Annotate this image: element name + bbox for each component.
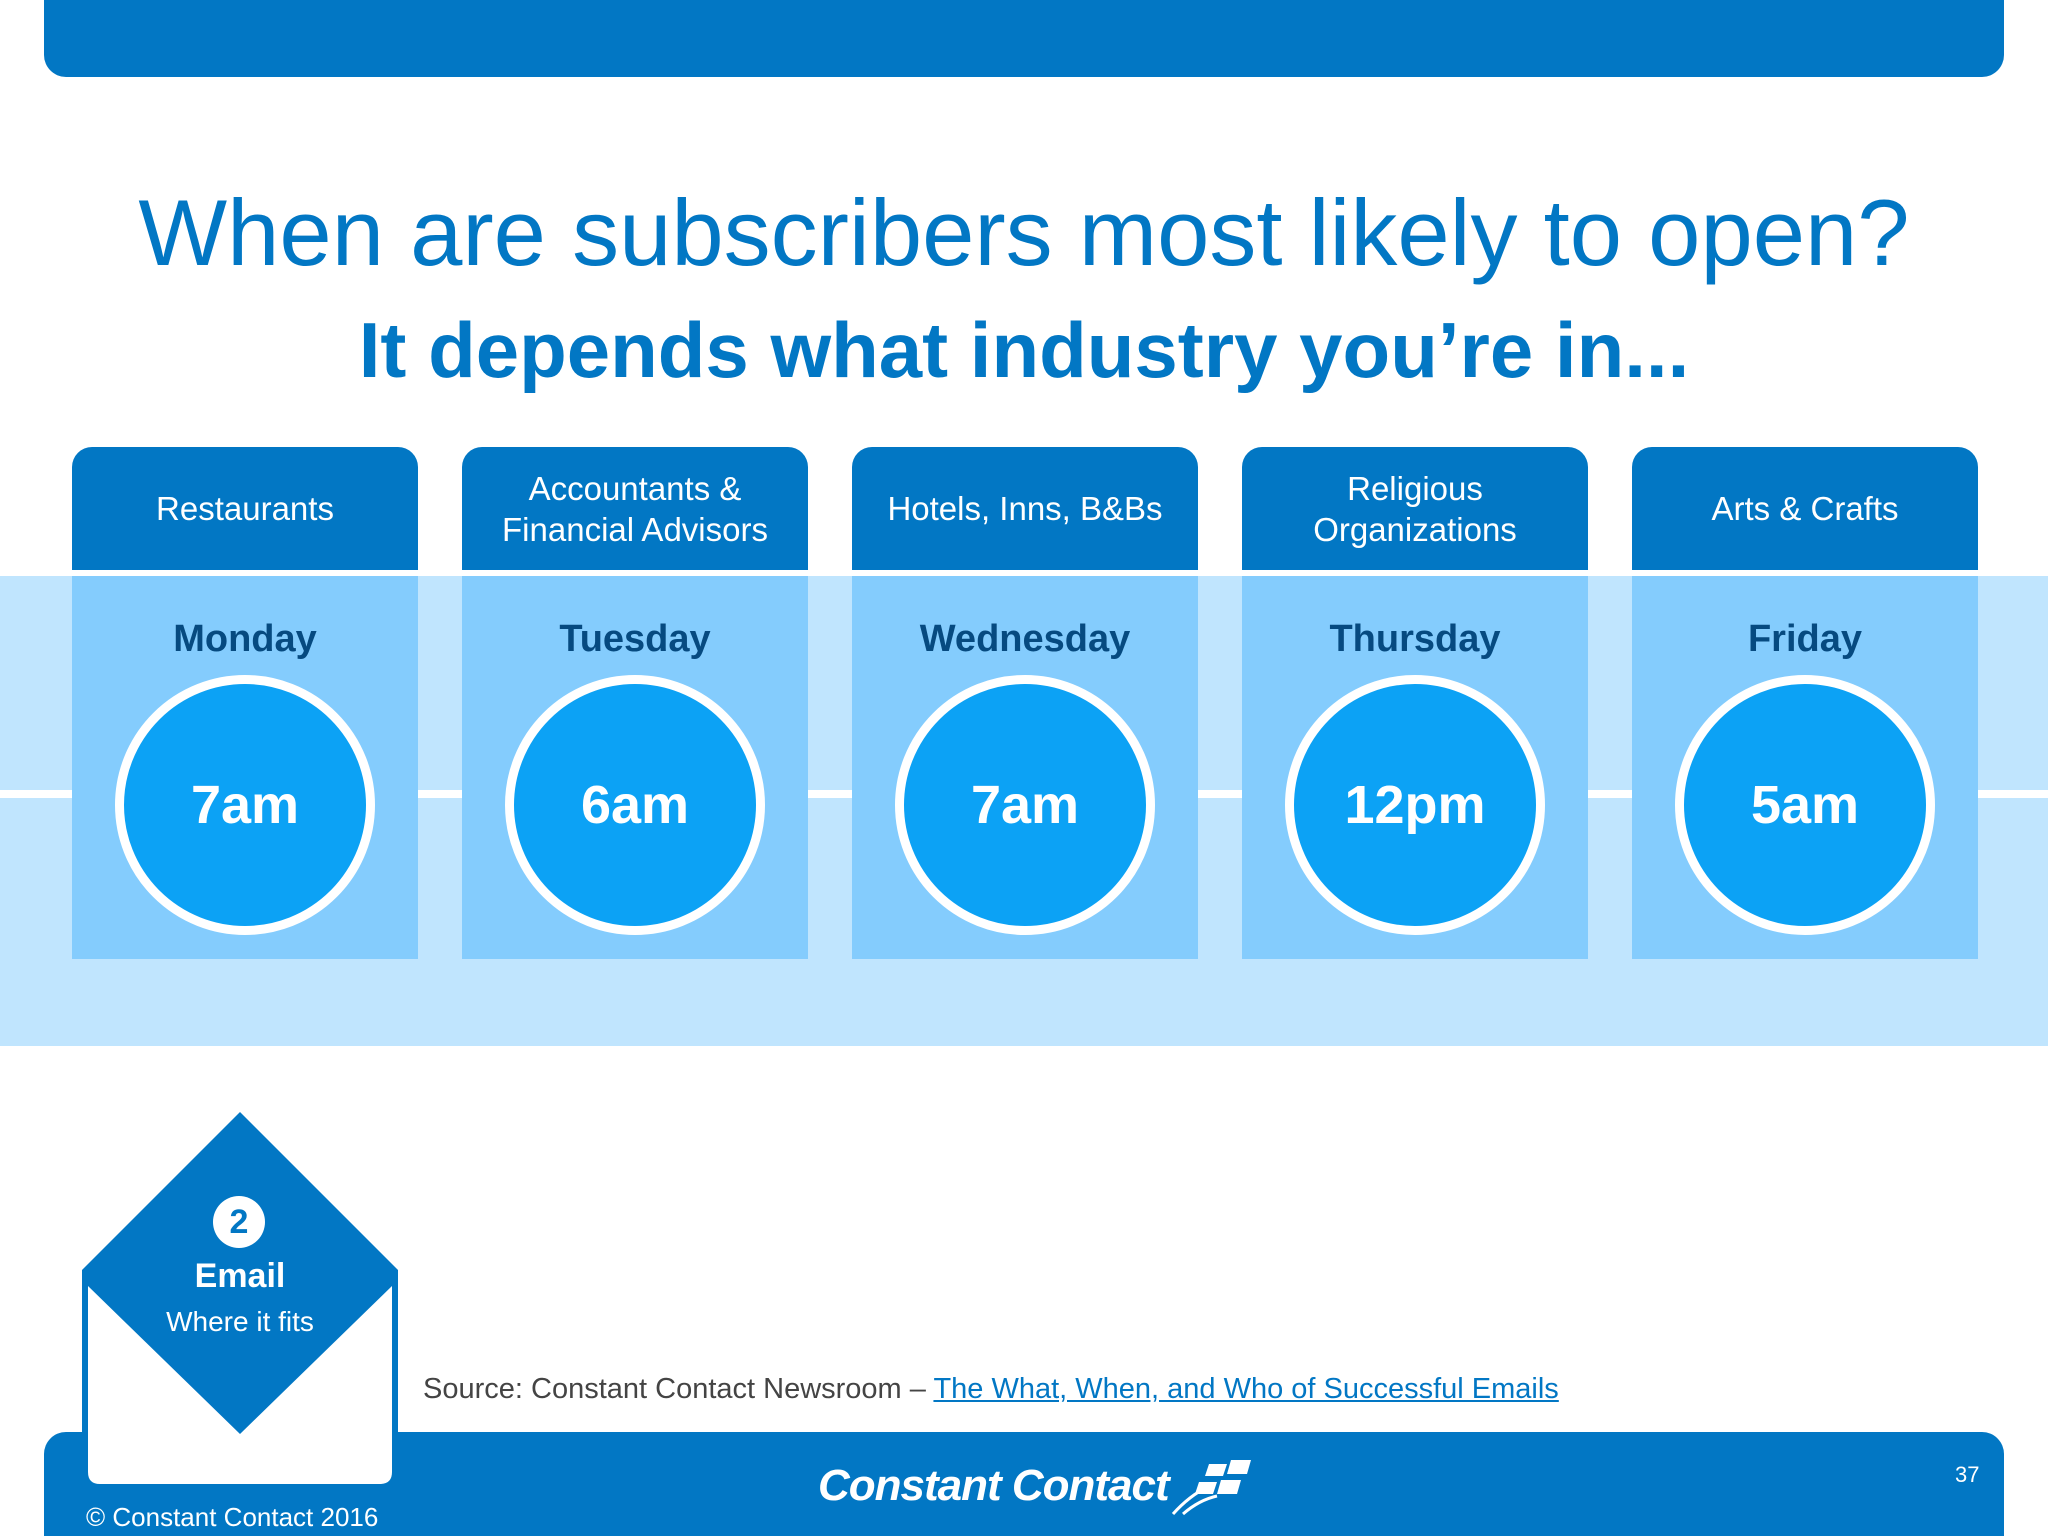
industry-label: Accountants & Financial Advisors xyxy=(462,447,808,570)
industry-label: Arts & Crafts xyxy=(1632,447,1978,570)
industry-column-arts: Arts & Crafts Friday 5am xyxy=(1632,447,1978,959)
day-label: Monday xyxy=(173,618,317,660)
page-number: 37 xyxy=(1955,1462,1980,1487)
copyright: © Constant Contact 2016 xyxy=(86,1502,379,1532)
column-body: Monday 7am xyxy=(72,576,418,959)
time-circle: 7am xyxy=(115,675,375,935)
day-label: Tuesday xyxy=(559,618,711,660)
time-circle: 12pm xyxy=(1285,675,1545,935)
constant-contact-logo: Constant Contact xyxy=(818,1456,1259,1516)
column-body: Wednesday 7am xyxy=(852,576,1198,959)
industry-label: Religious Organizations xyxy=(1242,447,1588,570)
column-body: Friday 5am xyxy=(1632,576,1978,959)
logo-mark-icon xyxy=(1171,1460,1251,1516)
day-label: Friday xyxy=(1747,618,1863,660)
source-prefix: Source: Constant Contact Newsroom – xyxy=(423,1373,934,1405)
industry-column-religious: Religious Organizations Thursday 12pm xyxy=(1242,447,1588,959)
column-body: Tuesday 6am xyxy=(462,576,808,959)
source-link[interactable]: The What, When, and Who of Successful Em… xyxy=(933,1373,1559,1405)
source-citation: Source: Constant Contact Newsroom – The … xyxy=(423,1369,1559,1409)
slide-title: When are subscribers most likely to open… xyxy=(138,180,1910,285)
time-circle: 5am xyxy=(1675,675,1935,935)
top-header-bar xyxy=(44,0,2004,77)
envelope-icon xyxy=(82,1112,398,1490)
badge-title: Email xyxy=(194,1257,286,1295)
day-label: Thursday xyxy=(1329,618,1501,660)
slide-subtitle: It depends what industry you’re in... xyxy=(358,306,1690,394)
day-label: Wednesday xyxy=(919,618,1131,660)
industry-label: Hotels, Inns, B&Bs xyxy=(852,447,1198,570)
column-body: Thursday 12pm xyxy=(1242,576,1588,959)
industry-column-hotels: Hotels, Inns, B&Bs Wednesday 7am xyxy=(852,447,1198,959)
logo-text: Constant Contact xyxy=(818,1461,1170,1510)
industry-column-accountants: Accountants & Financial Advisors Tuesday… xyxy=(462,447,808,959)
industry-label: Restaurants xyxy=(72,447,418,570)
time-circle: 7am xyxy=(895,675,1155,935)
badge-number: 2 xyxy=(213,1196,265,1248)
industry-column-restaurants: Restaurants Monday 7am xyxy=(72,447,418,959)
time-circle: 6am xyxy=(505,675,765,935)
badge-subtitle: Where it fits xyxy=(166,1306,314,1337)
